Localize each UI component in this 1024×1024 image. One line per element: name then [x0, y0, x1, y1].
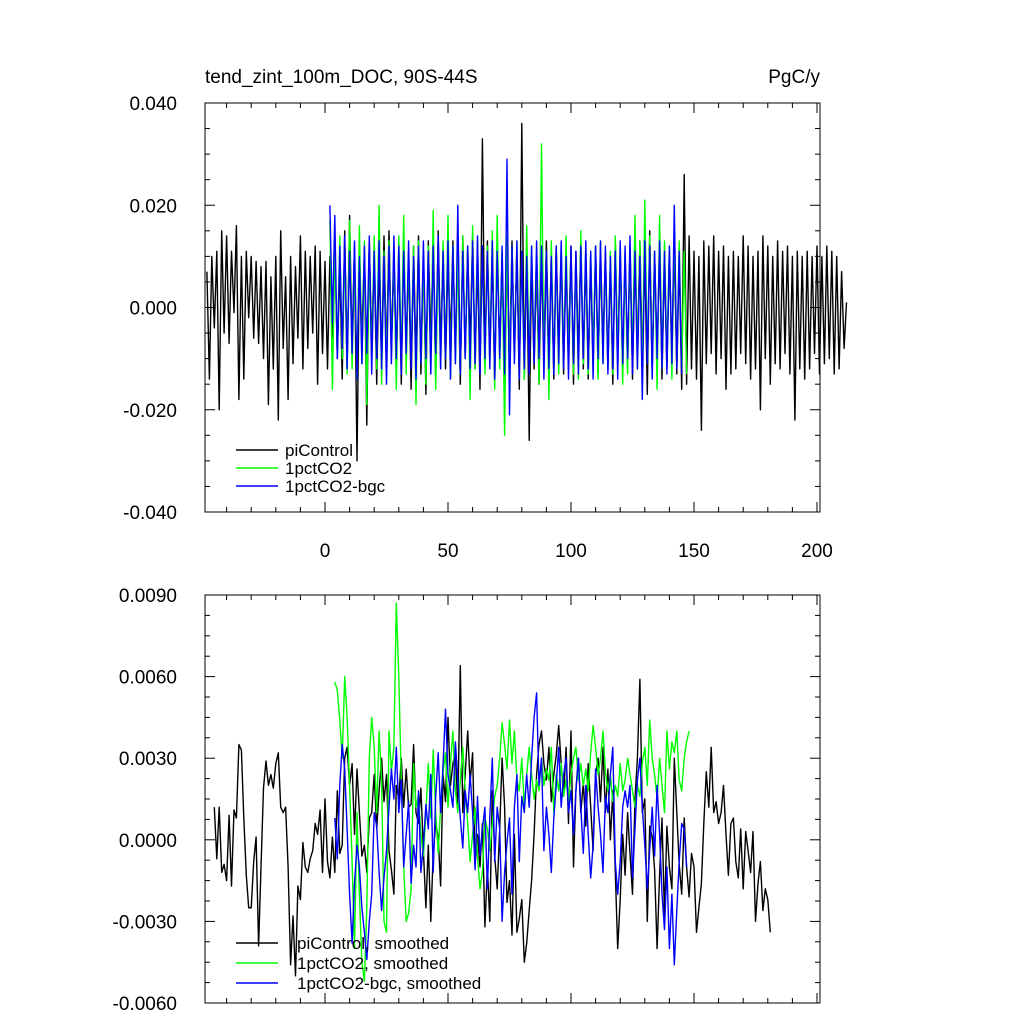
- y-tick-label: 0.000: [129, 299, 177, 320]
- legend-label: 1pctCO2-bgc: [285, 477, 386, 496]
- y-tick-label: -0.0030: [113, 912, 177, 933]
- legend-label: 1pctCO2-bgc, smoothed: [297, 974, 481, 993]
- legend-label: 1pctCO2, smoothed: [297, 954, 448, 973]
- legend-label: piControl: [285, 441, 353, 460]
- chart-title: tend_zint_100m_DOC, 90S-44S: [205, 67, 478, 88]
- y-tick-label: -0.020: [123, 401, 177, 422]
- x-tick-label: 150: [678, 541, 710, 562]
- y-tick-label: 0.040: [129, 94, 177, 115]
- y-tick-label: -0.040: [123, 503, 177, 524]
- y-tick-label: 0.0090: [119, 586, 177, 607]
- y-tick-label: 0.0030: [119, 749, 177, 770]
- y-tick-label: 0.0000: [119, 831, 177, 852]
- chart-units: PgC/y: [768, 67, 820, 88]
- legend-label: 1pctCO2: [285, 459, 352, 478]
- series-line-1pctco2-smoothed: [334, 602, 690, 982]
- series-line-picontrol: [206, 122, 848, 462]
- legend-label: piControl, smoothed: [297, 934, 449, 953]
- y-tick-label: 0.020: [129, 196, 177, 217]
- bottom-panel: -0.0060 -0.0030 0.0000 0.0030 0.0060 0.0090 pi…: [113, 586, 821, 1015]
- series-line-1pctco2-bgc-smoothed: [334, 692, 688, 966]
- x-tick-label: 50: [437, 541, 458, 562]
- y-tick-label: 0.0060: [119, 668, 177, 689]
- top-panel: -0.040 -0.020 0.000 0.020 0.040 0 50 100 150 200 t…: [123, 67, 848, 562]
- series-line-picontrol-smoothed: [213, 665, 771, 977]
- x-tick-label: 200: [801, 541, 833, 562]
- series-line-1pctco2-bgc: [329, 158, 683, 416]
- y-tick-label: -0.0060: [113, 994, 177, 1015]
- x-tick-label: 100: [555, 541, 587, 562]
- x-tick-label: 0: [320, 541, 331, 562]
